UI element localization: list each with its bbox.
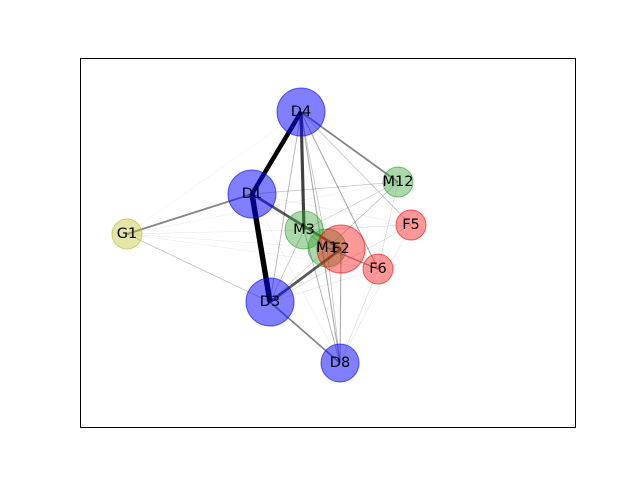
node-f5 [395, 209, 427, 241]
node-d8 [320, 343, 360, 383]
edge-m1-f6 [326, 247, 379, 270]
node-label-d3: D3 [260, 294, 280, 310]
node-f6 [362, 253, 394, 285]
node-m12 [382, 166, 414, 198]
edge-g1-f2 [126, 233, 342, 250]
node-m3 [284, 210, 324, 250]
node-label-m3: M3 [293, 222, 315, 238]
edge-d3-f5 [269, 224, 412, 303]
node-d3 [245, 277, 295, 327]
edge-g1-f6 [126, 233, 379, 270]
edge-d4-d8 [300, 111, 341, 364]
node-label-f6: F6 [369, 261, 387, 277]
edge-m3-m1 [303, 229, 328, 249]
node-label-d8: D8 [330, 355, 350, 371]
node-layer [111, 87, 427, 383]
edge-f5-d3 [269, 224, 412, 303]
edge-d1-d8 [251, 193, 341, 364]
edge-d1-f5 [251, 193, 412, 226]
edge-m12-m3 [303, 181, 399, 231]
node-label-m12: M12 [383, 174, 414, 190]
edge-d4-f6 [300, 111, 379, 270]
edge-m1-f2 [326, 247, 342, 250]
edge-d4-f5 [300, 111, 412, 226]
node-g1 [111, 218, 143, 250]
edge-m3-d8 [303, 229, 341, 364]
node-d4 [276, 87, 326, 137]
node-label-f2: F2 [332, 241, 350, 257]
node-d1 [227, 169, 277, 219]
edge-g1-d3 [126, 233, 271, 303]
edge-f5-m3 [303, 224, 412, 231]
node-label-m1: M1 [316, 240, 338, 256]
node-label-f5: F5 [402, 217, 420, 233]
node-label-g1: G1 [117, 226, 137, 242]
node-label-d1: D1 [242, 186, 262, 202]
edge-d3-m12 [269, 181, 399, 303]
node-label-d4: D4 [291, 104, 311, 120]
node-f2 [316, 224, 366, 274]
edge-d4-d3 [269, 111, 302, 303]
edge-d4-g1 [126, 111, 302, 235]
edge-m12-m1 [326, 181, 399, 249]
edge-f5-d8 [339, 224, 412, 364]
edge-g1-m3 [126, 229, 305, 235]
